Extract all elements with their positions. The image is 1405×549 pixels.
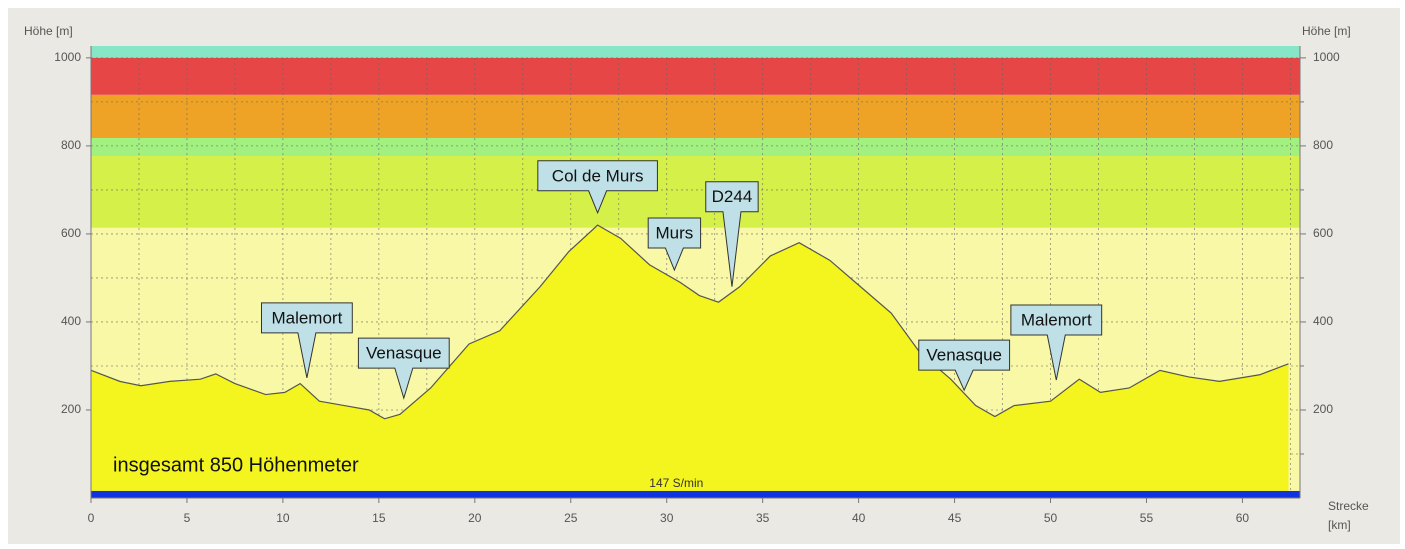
- x-tick-label: 35: [756, 511, 770, 525]
- x-tick-label: 60: [1236, 511, 1250, 525]
- total-label: insgesamt 850 Höhenmeter: [113, 454, 359, 476]
- callout-box: [357, 337, 450, 400]
- callout: Col de Murs: [537, 160, 658, 215]
- y2-axis-label: Höhe [m]: [1302, 24, 1351, 38]
- x-tick-label: 5: [184, 511, 191, 525]
- callout: Malemort: [1010, 304, 1103, 381]
- callout-box: [1010, 304, 1103, 381]
- callout-box: [260, 302, 353, 378]
- y-tick-label: 200: [61, 402, 81, 416]
- y2-tick-label: 400: [1313, 314, 1333, 328]
- baseline-label: 147 S/min: [649, 476, 703, 490]
- y-tick-label: 1000: [54, 50, 81, 64]
- x-tick-label: 15: [372, 511, 386, 525]
- callout: Murs: [647, 217, 702, 272]
- x-axis-label: Strecke: [1328, 499, 1369, 513]
- callout-box: [918, 339, 1011, 392]
- profile-area: [91, 225, 1289, 498]
- x-tick-label: 45: [948, 511, 962, 525]
- callout-label: Col de Murs: [552, 166, 644, 185]
- elevation-band: [91, 46, 1300, 58]
- callout-label: Malemort: [271, 308, 342, 327]
- callout-label: Venasque: [366, 344, 442, 363]
- callout-box: [537, 160, 658, 215]
- x-tick-label: 0: [88, 511, 95, 525]
- callout: Venasque: [357, 337, 450, 400]
- callout-box: [705, 181, 759, 287]
- elevation-band: [91, 57, 1300, 95]
- x-tick-label: 40: [852, 511, 866, 525]
- y2-tick-label: 800: [1313, 138, 1333, 152]
- y-tick-label: 400: [61, 314, 81, 328]
- x-tick-label: 30: [660, 511, 674, 525]
- callout: Malemort: [260, 302, 353, 378]
- y2-tick-label: 600: [1313, 226, 1333, 240]
- callout: Venasque: [918, 339, 1011, 392]
- elevation-band: [91, 94, 1300, 138]
- callout-label: Venasque: [926, 346, 1002, 365]
- y-tick-label: 600: [61, 226, 81, 240]
- x-tick-label: 50: [1044, 511, 1058, 525]
- x-axis-unit: [km]: [1328, 518, 1351, 532]
- callout-label: D244: [712, 187, 753, 206]
- profile-line: [90, 224, 1289, 420]
- y-tick-label: 800: [61, 138, 81, 152]
- y2-tick-label: 200: [1313, 402, 1333, 416]
- callout-label: Malemort: [1021, 311, 1092, 330]
- x-tick-label: 20: [468, 511, 482, 525]
- y2-tick-label: 1000: [1313, 50, 1340, 64]
- callout-label: Murs: [655, 224, 693, 243]
- x-tick-label: 25: [564, 511, 578, 525]
- y-axis-label: Höhe [m]: [24, 24, 73, 38]
- x-tick-label: 55: [1140, 511, 1154, 525]
- callout: D244: [705, 181, 759, 287]
- x-tick-label: 10: [276, 511, 290, 525]
- elevation-band: [91, 137, 1300, 157]
- callout-box: [647, 217, 702, 272]
- elevation-band: [91, 156, 1300, 228]
- baseline-bar: [91, 490, 1300, 498]
